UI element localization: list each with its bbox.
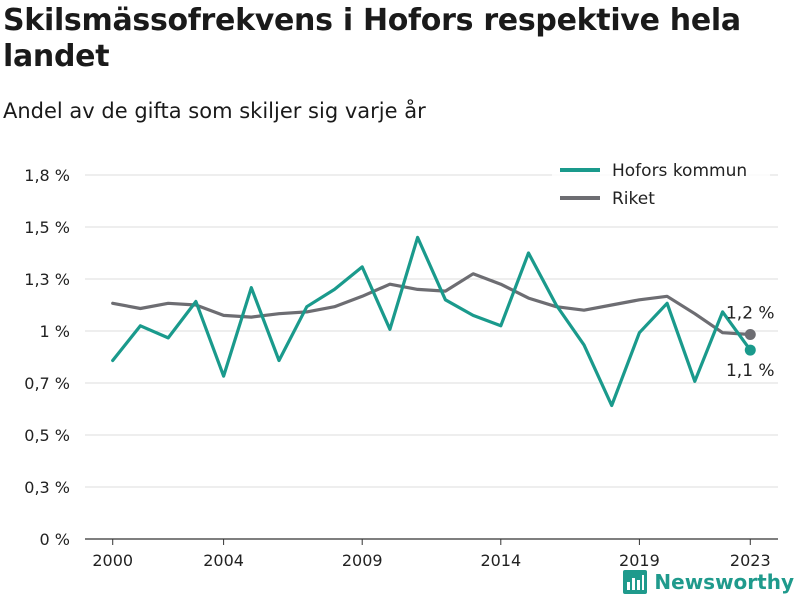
grid-lines [85, 174, 778, 540]
end-point-marker [744, 344, 756, 356]
end-data-label: 1,1 % [726, 361, 775, 381]
y-tick-label: 0,7 % [24, 374, 70, 393]
end-markers: 1,1 % 1,2 % [726, 303, 775, 381]
chart-legend: Hofors kommun Riket [552, 155, 770, 213]
legend-background [552, 155, 770, 213]
series-line-riket [111, 272, 752, 337]
bar-chart-logo-icon [623, 570, 648, 594]
series-lines [111, 235, 752, 408]
x-tick-label: 2009 [342, 551, 383, 570]
legend-entry-label: Hofors kommun [612, 161, 747, 181]
series-line-hofors [111, 235, 752, 408]
y-tick-label: 0,3 % [24, 478, 70, 497]
brand-name: Newsworthy [654, 570, 794, 594]
end-point-marker [744, 328, 756, 340]
x-tick-label: 2019 [619, 551, 660, 570]
y-tick-label: 1 % [40, 322, 70, 341]
brand-logo: Newsworthy [622, 569, 794, 595]
x-tick-label: 2014 [480, 551, 521, 570]
x-tick-label: 2023 [730, 551, 771, 570]
y-axis-ticks: 0 % 0,3 % 0,5 % 0,7 % 1 % 1,3 % 1,5 % 1,8 % [24, 166, 70, 549]
x-tick-label: 2000 [92, 551, 133, 570]
x-tick-label: 2004 [203, 551, 244, 570]
legend-entry-label: Riket [612, 189, 655, 209]
y-tick-label: 1,3 % [24, 270, 70, 289]
x-axis-ticks: 2000 2004 2009 2014 2019 2023 [92, 539, 771, 570]
end-data-label: 1,2 % [726, 303, 775, 323]
chart-subtitle: Andel av de gifta som skiljer sig varje … [3, 99, 426, 123]
y-tick-label: 0,5 % [24, 426, 70, 445]
y-tick-label: 0 % [40, 530, 70, 549]
chart-title: Skilsmässofrekvens i Hofors respektive h… [3, 3, 741, 74]
y-tick-label: 1,5 % [24, 218, 70, 237]
y-tick-label: 1,8 % [24, 166, 70, 185]
